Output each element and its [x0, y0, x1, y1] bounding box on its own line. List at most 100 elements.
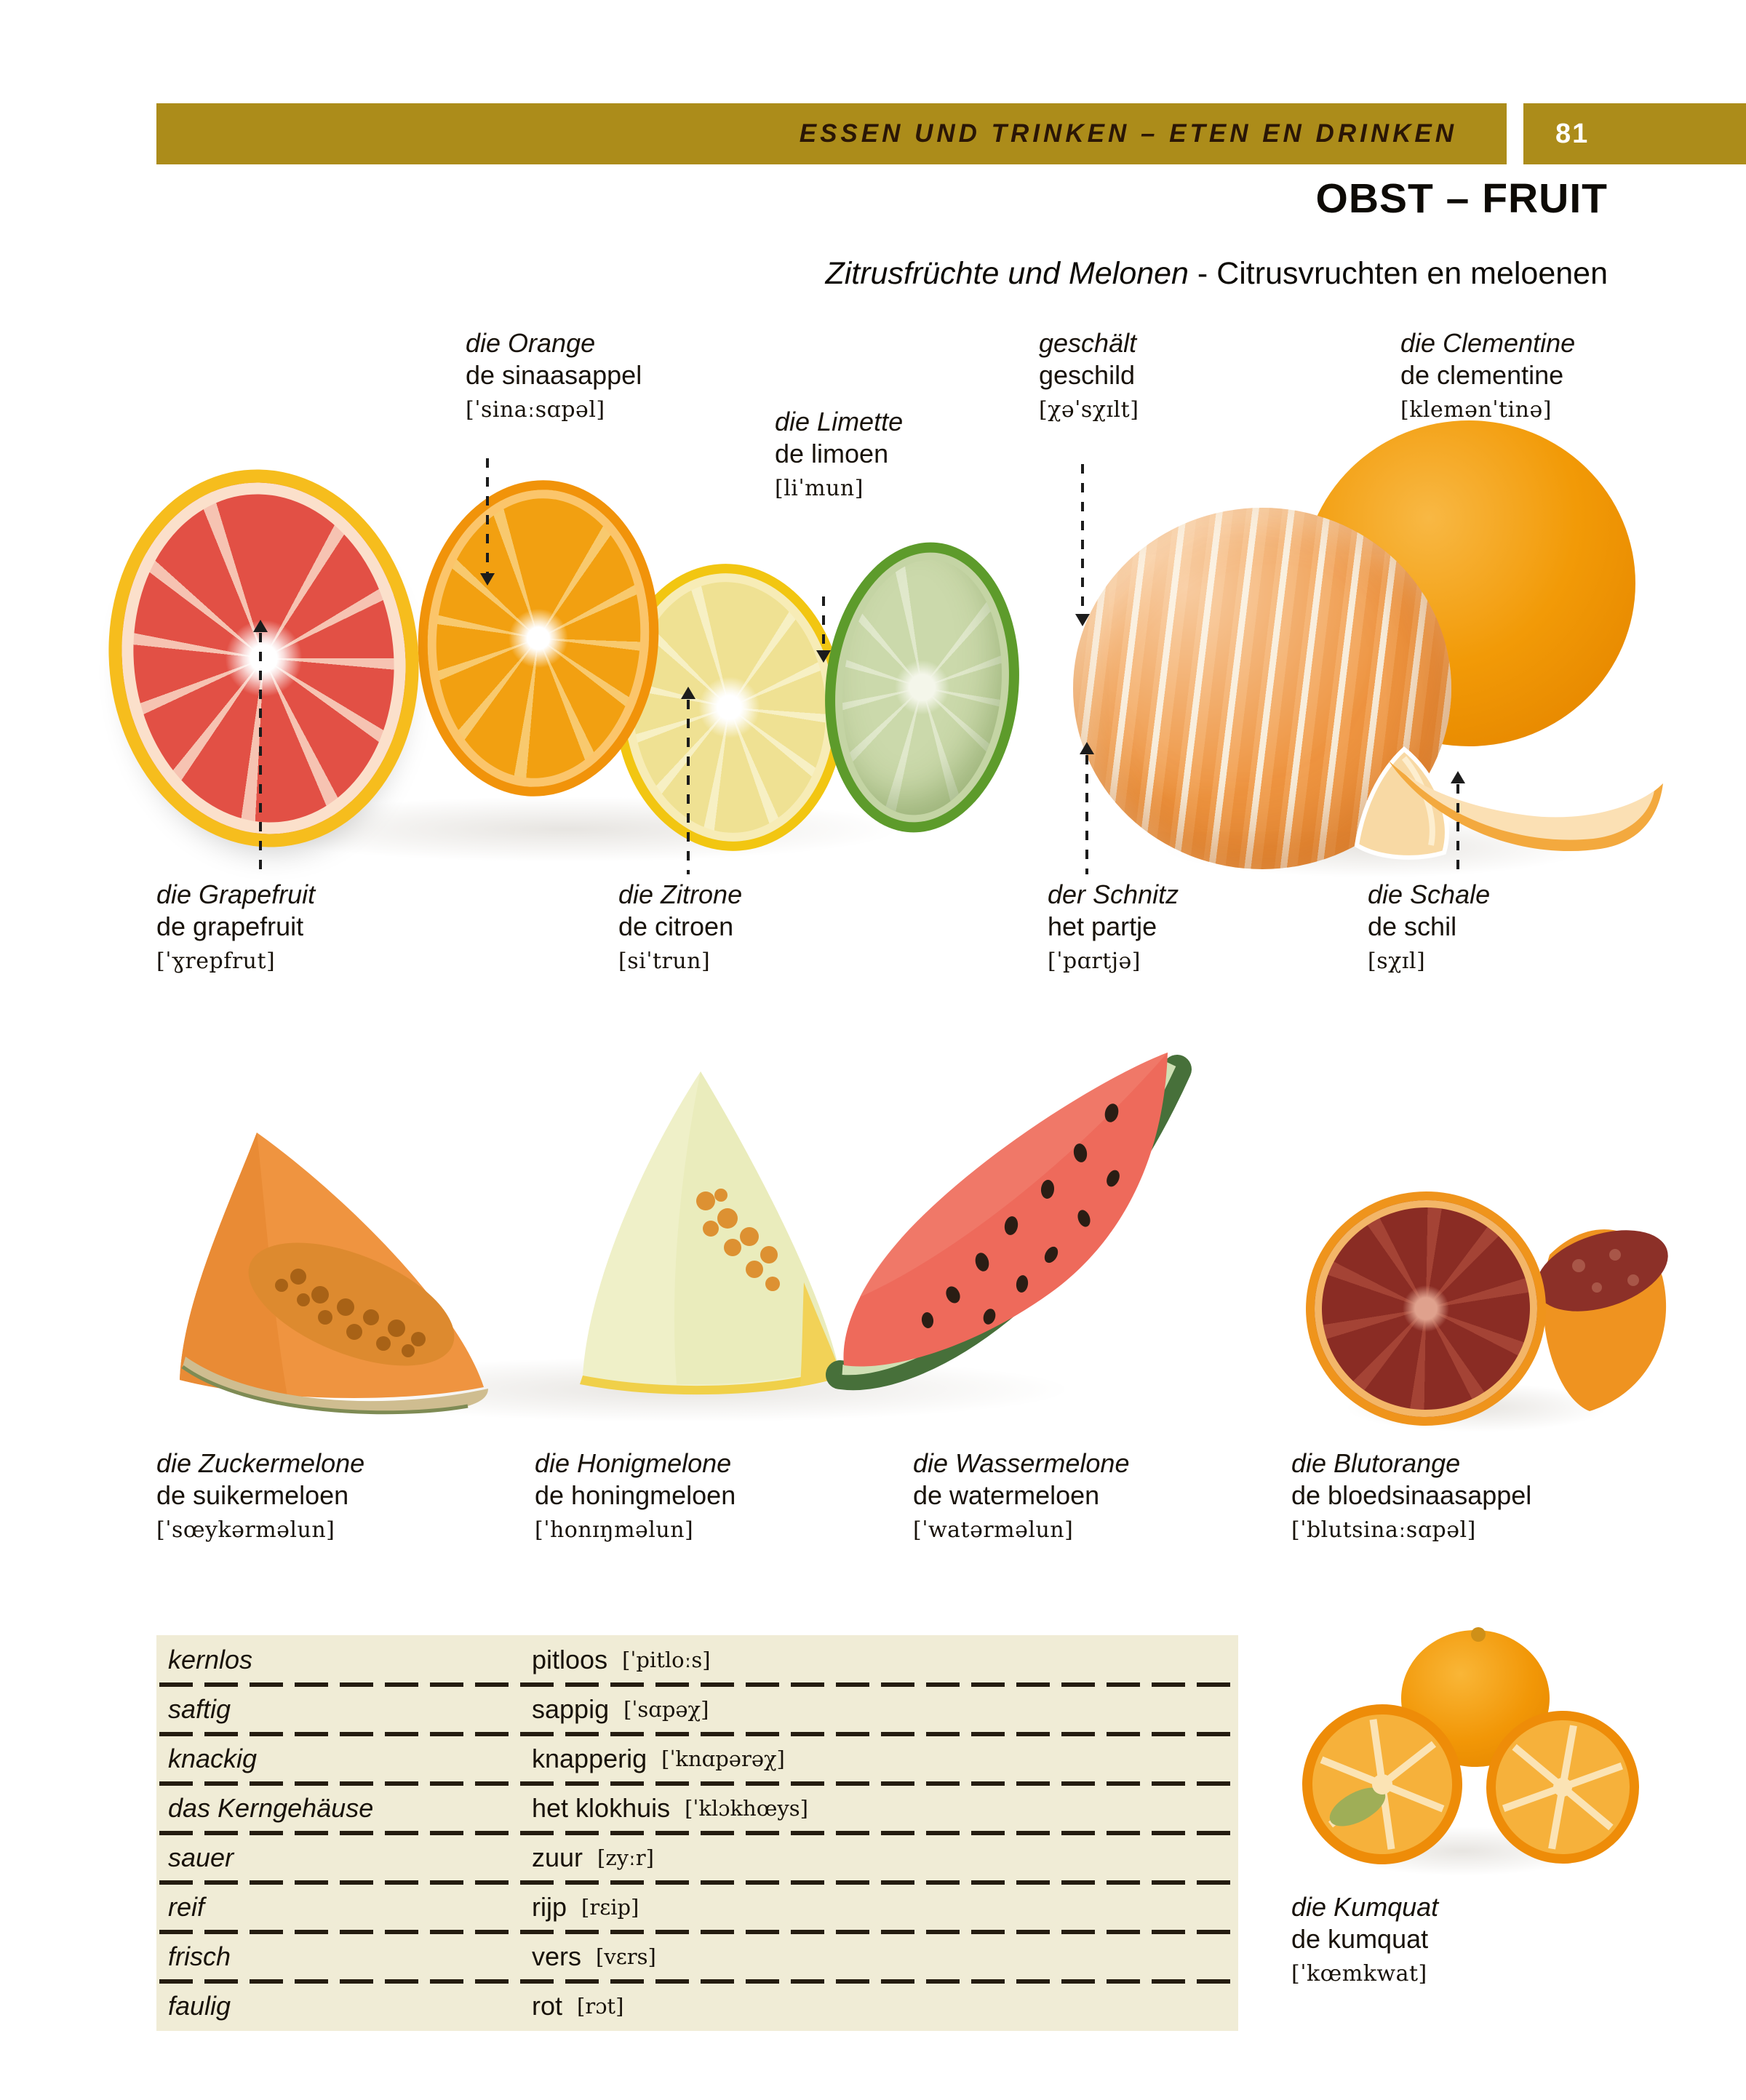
kumquat-image	[1302, 1627, 1639, 1864]
table-cell-dutch: rot	[532, 1991, 563, 2021]
label-blutorange: die Blutorange de bloedsinaasappel [ˈblu…	[1291, 1448, 1531, 1544]
table-row: reif rijp [rɛip]	[156, 1883, 1238, 1934]
label-geschaelt: geschält geschild [χəˈsχɪlt]	[1039, 327, 1139, 423]
label-ipa: [ˈwatərməlun]	[913, 1517, 1074, 1543]
label-ipa: [sχɪl]	[1368, 948, 1426, 974]
label-schale: die Schale de schil [sχɪl]	[1368, 879, 1490, 975]
label-dutch: geschild	[1039, 359, 1136, 390]
table-cell-ipa: [rɛip]	[581, 1895, 639, 1920]
label-dutch: de bloedsinaasappel	[1291, 1480, 1532, 1510]
table-cell-dutch: het klokhuis	[532, 1793, 671, 1823]
leader-line-schale	[1456, 784, 1459, 874]
table-cell-ipa: [ˈpitloːs]	[622, 1648, 711, 1672]
section-subtitle: Zitrusfrüchte und Melonen - Citrusvrucht…	[825, 256, 1608, 292]
arrow-up-icon	[1080, 742, 1094, 754]
table-cell-ipa: [vɛrs]	[596, 1944, 656, 1969]
arrow-up-icon	[1451, 771, 1465, 783]
chapter-title: ESSEN UND TRINKEN – ETEN EN DRINKEN	[799, 119, 1457, 148]
table-cell-german: frisch	[168, 1941, 231, 1971]
table-row: kernlos pitloos [ˈpitloːs]	[156, 1635, 1238, 1687]
table-row: saftig sappig [ˈsɑpəχ]	[156, 1685, 1238, 1736]
label-german: die Wassermelone	[913, 1448, 1130, 1478]
label-german: die Clementine	[1400, 328, 1576, 358]
label-german: die Zitrone	[618, 879, 743, 909]
leader-line-geschaelt	[1081, 464, 1084, 615]
table-row: faulig rot [rɔt]	[156, 1981, 1238, 2031]
label-dutch: de kumquat	[1291, 1923, 1429, 1954]
label-dutch: de sinaasappel	[466, 359, 642, 390]
table-cell-dutch: knapperig	[532, 1744, 647, 1773]
label-zuckermelone: die Zuckermelone de suikermeloen [ˈsœykə…	[156, 1448, 364, 1544]
table-cell-german: saftig	[168, 1694, 231, 1724]
label-dutch: de citroen	[618, 911, 734, 941]
leader-line-orange	[486, 458, 489, 573]
label-dutch: de schil	[1368, 911, 1457, 941]
table-cell-ipa: [ˈknɑpərəχ]	[661, 1746, 785, 1771]
label-german: geschält	[1039, 328, 1137, 358]
table-row: frisch vers [vɛrs]	[156, 1932, 1238, 1984]
label-grapefruit: die Grapefruit de grapefruit [ˈɣrepfrut]	[156, 879, 315, 975]
label-dutch: de suikermeloen	[156, 1480, 349, 1510]
label-ipa: [siˈtrun]	[618, 948, 711, 974]
label-kumquat: die Kumquat de kumquat [ˈkœmkwat]	[1291, 1891, 1438, 1987]
label-ipa: [χəˈsχɪlt]	[1039, 396, 1139, 423]
page-number: 81	[1555, 118, 1590, 149]
cantaloupe-image	[180, 1133, 488, 1415]
label-german: die Zuckermelone	[156, 1448, 365, 1478]
table-cell-dutch: rijp	[532, 1892, 567, 1922]
label-german: die Limette	[775, 407, 904, 436]
table-cell-german: faulig	[168, 1991, 231, 2021]
label-ipa: [ˈsinaːsɑpəl]	[466, 396, 605, 423]
label-german: die Blutorange	[1291, 1448, 1461, 1478]
label-dutch: de honingmeloen	[535, 1480, 736, 1510]
page-title: OBST – FRUIT	[1315, 175, 1608, 222]
label-dutch: het partje	[1048, 911, 1157, 941]
honeydew-image	[580, 1071, 842, 1395]
chapter-header-bar: ESSEN UND TRINKEN – ETEN EN DRINKEN	[156, 103, 1507, 164]
table-cell-dutch: zuur	[532, 1843, 583, 1872]
label-wassermelone: die Wassermelone de watermeloen [ˈwatərm…	[913, 1448, 1129, 1544]
table-cell-ipa: [rɔt]	[577, 1994, 624, 2019]
label-ipa: [ˈpɑrtjə]	[1048, 948, 1141, 974]
table-row: das Kerngehäuse het klokhuis [ˈklɔkhœys]	[156, 1784, 1238, 1835]
table-cell-dutch: vers	[532, 1941, 582, 1971]
label-ipa: [ˈsœykərməlun]	[156, 1517, 335, 1543]
label-german: die Grapefruit	[156, 879, 316, 909]
label-dutch: de watermeloen	[913, 1480, 1100, 1510]
label-german: die Orange	[466, 328, 596, 358]
table-cell-ipa: [zyːr]	[597, 1845, 654, 1870]
clementine-peel-image	[1388, 760, 1663, 852]
label-ipa: [ˈblutsinaːsɑpəl]	[1291, 1517, 1476, 1543]
label-ipa: [ˈɣrepfrut]	[156, 948, 276, 974]
label-zitrone: die Zitrone de citroen [siˈtrun]	[618, 879, 742, 975]
table-cell-german: sauer	[168, 1843, 234, 1872]
table-cell-dutch: pitloos	[532, 1645, 608, 1674]
table-cell-ipa: [ˈsɑpəχ]	[623, 1697, 709, 1722]
table-cell-german: reif	[168, 1892, 205, 1922]
label-german: die Schale	[1368, 879, 1491, 909]
label-schnitz: der Schnitz het partje [ˈpɑrtjə]	[1048, 879, 1179, 975]
label-german: der Schnitz	[1048, 879, 1179, 909]
leader-line-grapefruit	[259, 633, 262, 874]
label-german: die Kumquat	[1291, 1892, 1439, 1922]
label-dutch: de clementine	[1400, 359, 1564, 390]
blood-orange-half-image	[1536, 1229, 1668, 1411]
subtitle-german: Zitrusfrüchte und Melonen	[825, 256, 1189, 291]
leader-line-zitrone	[687, 700, 690, 874]
label-ipa: [ˈkœmkwat]	[1291, 1960, 1427, 1987]
label-ipa: [klemənˈtinə]	[1400, 396, 1552, 423]
arrow-down-icon	[1075, 614, 1090, 626]
arrow-down-icon	[816, 650, 831, 663]
arrow-up-icon	[681, 687, 695, 699]
table-cell-german: knackig	[168, 1744, 258, 1773]
label-dutch: de limoen	[775, 438, 889, 468]
arrow-down-icon	[480, 573, 495, 586]
subtitle-separator: -	[1188, 256, 1217, 291]
label-orange: die Orange de sinaasappel [ˈsinaːsɑpəl]	[466, 327, 642, 423]
watermelon-image	[826, 1053, 1192, 1391]
vocabulary-table: kernlos pitloos [ˈpitloːs] saftig sappig…	[156, 1635, 1238, 2031]
table-row: sauer zuur [zyːr]	[156, 1833, 1238, 1885]
label-dutch: de grapefruit	[156, 911, 304, 941]
table-cell-dutch: sappig	[532, 1694, 610, 1724]
